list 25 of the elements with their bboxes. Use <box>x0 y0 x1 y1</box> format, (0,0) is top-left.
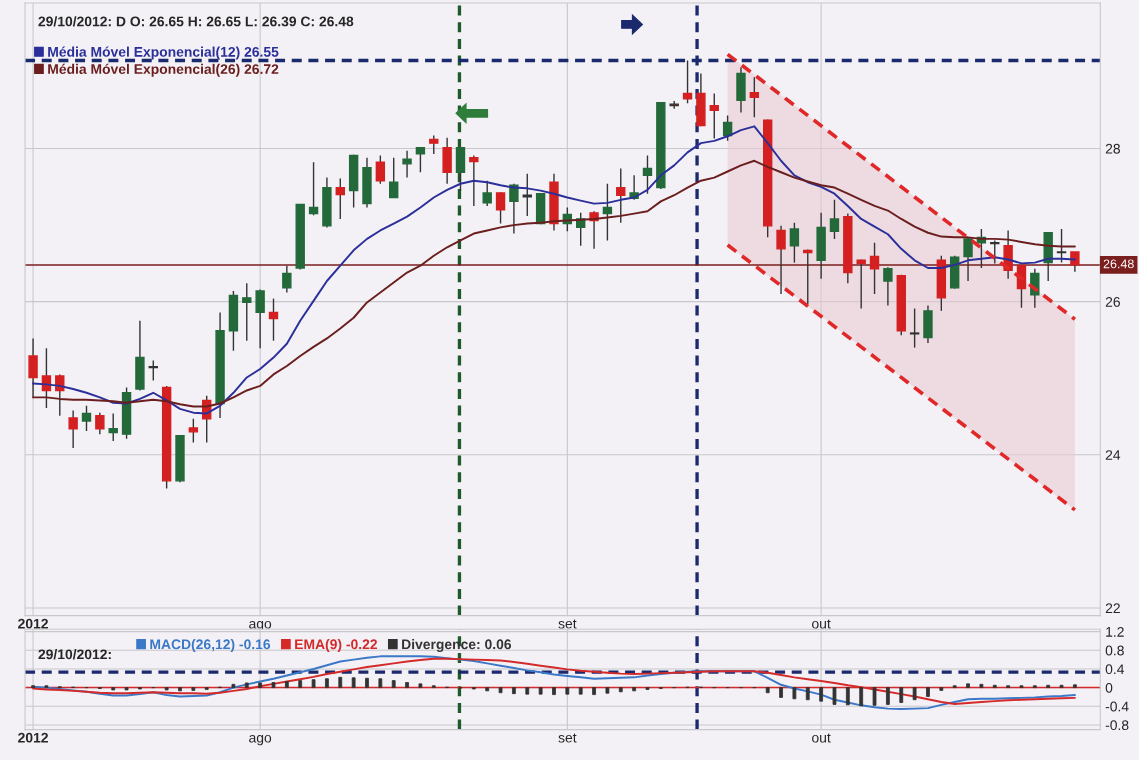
legend-label: Divergence: 0.06 <box>402 639 512 653</box>
y-tick-label: 0.4 <box>1105 664 1125 675</box>
x-tick-label: 2012 <box>18 732 48 743</box>
text: 29/10/2012: <box>38 649 111 660</box>
x-tick-label: set <box>558 733 577 743</box>
y-tick-label: -0.4 <box>1105 701 1129 712</box>
y-tick-label: -0.8 <box>1105 720 1129 731</box>
y-tick-label: 0.8 <box>1105 645 1124 656</box>
legend-label: Média Móvel Exponencial(26) 26.72 <box>48 63 279 77</box>
legend-label: EMA(9) -0.22 <box>295 639 378 652</box>
ref-line-label: 26.48 <box>1103 259 1134 269</box>
y-tick-label: 26 <box>1105 297 1120 307</box>
y-tick-label: 0 <box>1105 682 1113 693</box>
legend-label: MACD(26,12) -0.16 <box>150 639 271 652</box>
y-tick-label: 28 <box>1105 143 1120 154</box>
text: 29/10/2012: D O: 26.65 H: 26.65 L: 26.39 C: 26.48 <box>38 16 354 27</box>
x-tick-label: 2012 <box>18 618 48 629</box>
x-tick-label: set <box>558 619 577 629</box>
y-tick-label: 24 <box>1105 450 1121 460</box>
x-tick-label: ago <box>249 734 272 746</box>
legend-label: Média Móvel Exponencial(12) 26.55 <box>48 46 279 60</box>
x-tick-label: out <box>812 619 831 629</box>
y-tick-label: 1.2 <box>1106 626 1124 637</box>
y-tick-label: 22 <box>1105 603 1120 613</box>
x-tick-label: out <box>812 733 831 743</box>
